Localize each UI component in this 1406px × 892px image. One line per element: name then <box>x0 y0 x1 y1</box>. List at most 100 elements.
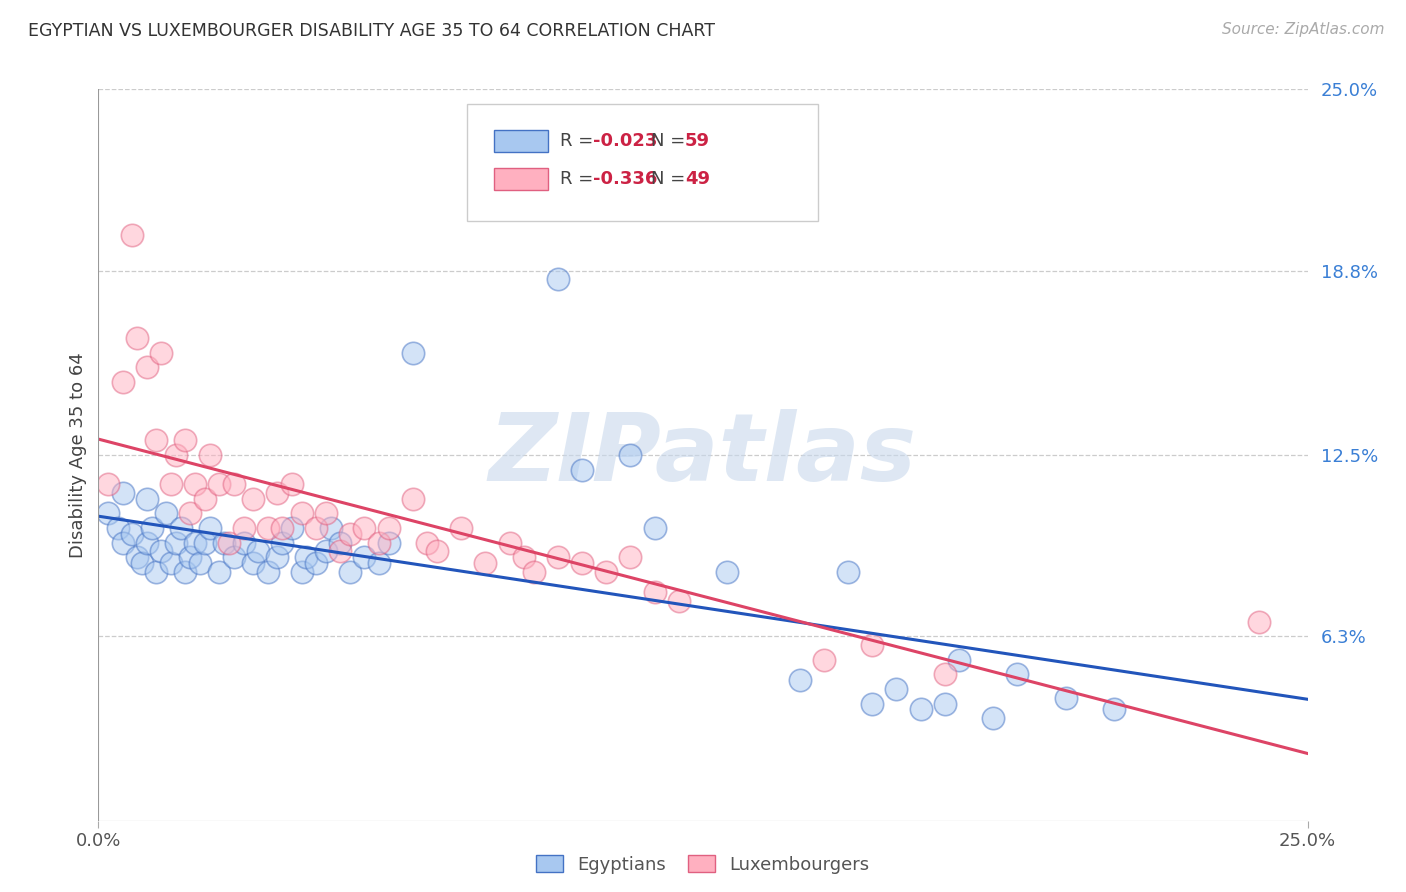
Point <box>198 448 221 462</box>
Point <box>127 331 149 345</box>
Point <box>160 477 183 491</box>
Point <box>571 462 593 476</box>
Text: EGYPTIAN VS LUXEMBOURGER DISABILITY AGE 35 TO 64 CORRELATION CHART: EGYPTIAN VS LUXEMBOURGER DISABILITY AGE … <box>28 22 716 40</box>
Point <box>377 535 399 549</box>
Point <box>150 345 173 359</box>
Point <box>271 521 294 535</box>
Point <box>111 375 134 389</box>
Point <box>886 681 908 696</box>
FancyBboxPatch shape <box>494 130 548 153</box>
Text: -0.336: -0.336 <box>593 170 658 188</box>
Text: N =: N = <box>651 132 690 150</box>
Point <box>595 565 617 579</box>
Point <box>218 535 240 549</box>
Point <box>266 486 288 500</box>
Point <box>184 535 207 549</box>
Point <box>402 491 425 506</box>
Point <box>934 697 956 711</box>
Point <box>498 535 520 549</box>
Point <box>290 507 312 521</box>
Point <box>208 477 231 491</box>
Point <box>547 550 569 565</box>
Point <box>368 556 391 570</box>
Point <box>860 697 883 711</box>
Point <box>198 521 221 535</box>
Point <box>339 565 361 579</box>
Point <box>155 507 177 521</box>
Point <box>319 521 342 535</box>
Point <box>329 544 352 558</box>
Text: -0.023: -0.023 <box>593 132 658 150</box>
Point <box>135 535 157 549</box>
Point <box>266 550 288 565</box>
Point <box>813 653 835 667</box>
Point <box>212 535 235 549</box>
Point <box>165 448 187 462</box>
Point <box>160 556 183 570</box>
Text: R =: R = <box>561 170 599 188</box>
Point <box>426 544 449 558</box>
Point <box>135 491 157 506</box>
Point <box>242 556 264 570</box>
Point <box>169 521 191 535</box>
Point <box>107 521 129 535</box>
Point <box>716 565 738 579</box>
Text: 49: 49 <box>685 170 710 188</box>
Point <box>127 550 149 565</box>
Text: Source: ZipAtlas.com: Source: ZipAtlas.com <box>1222 22 1385 37</box>
Point <box>315 544 337 558</box>
Point <box>1054 690 1077 705</box>
Point <box>1102 702 1125 716</box>
Point <box>174 565 197 579</box>
Point <box>141 521 163 535</box>
Y-axis label: Disability Age 35 to 64: Disability Age 35 to 64 <box>69 352 87 558</box>
Point <box>513 550 536 565</box>
Point <box>644 521 666 535</box>
Point <box>619 550 641 565</box>
Text: ZIPatlas: ZIPatlas <box>489 409 917 501</box>
Point <box>789 673 811 688</box>
Point <box>315 507 337 521</box>
Point <box>208 565 231 579</box>
Point <box>353 550 375 565</box>
Point <box>523 565 546 579</box>
Point <box>860 638 883 652</box>
Point <box>232 521 254 535</box>
Point <box>194 535 217 549</box>
Point <box>179 550 201 565</box>
Point <box>174 434 197 448</box>
Point <box>402 345 425 359</box>
Point <box>571 556 593 570</box>
Point <box>339 527 361 541</box>
Legend: Egyptians, Luxembourgers: Egyptians, Luxembourgers <box>529 848 877 881</box>
Point <box>948 653 970 667</box>
Point <box>242 491 264 506</box>
Point <box>1249 615 1271 629</box>
Point <box>111 535 134 549</box>
Point <box>184 477 207 491</box>
Point <box>295 550 318 565</box>
Point <box>1007 667 1029 681</box>
Point <box>97 507 120 521</box>
Point <box>981 711 1004 725</box>
Point <box>305 556 328 570</box>
Point <box>222 550 245 565</box>
Point <box>353 521 375 535</box>
Text: R =: R = <box>561 132 599 150</box>
Point <box>97 477 120 491</box>
Point <box>547 272 569 286</box>
Point <box>619 448 641 462</box>
Point <box>934 667 956 681</box>
Point <box>290 565 312 579</box>
Point <box>910 702 932 716</box>
Point <box>271 535 294 549</box>
Point <box>256 565 278 579</box>
Point <box>131 556 153 570</box>
Point <box>644 585 666 599</box>
Point <box>135 360 157 375</box>
Point <box>837 565 859 579</box>
FancyBboxPatch shape <box>494 169 548 190</box>
Point <box>179 507 201 521</box>
Point <box>145 434 167 448</box>
Point <box>256 521 278 535</box>
